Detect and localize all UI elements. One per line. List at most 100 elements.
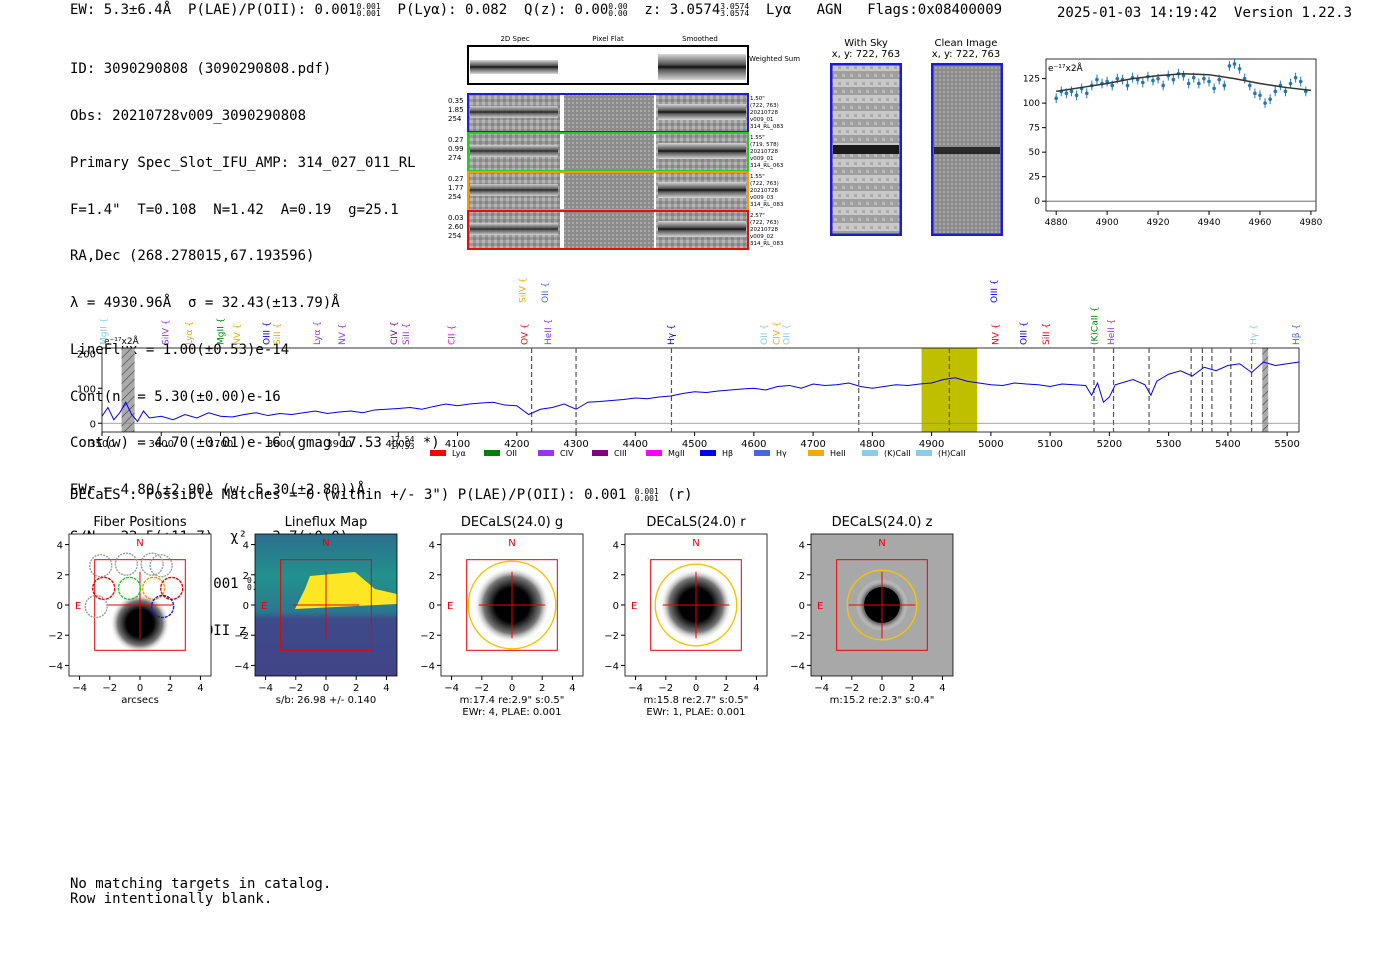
spectrum-axes-frame bbox=[101, 347, 1300, 433]
cutout-right-label: 314_RL_083 bbox=[750, 124, 784, 130]
east-label: E bbox=[631, 601, 637, 612]
north-label: N bbox=[322, 538, 329, 549]
info-primary: Primary Spec_Slot_IFU_AMP: 314_027_011_R… bbox=[70, 154, 416, 171]
legend-label: MgII bbox=[668, 449, 685, 458]
line-id-label: MgII { bbox=[216, 318, 226, 345]
info-lineflux: LineFlux = 1.00(±0.53)e-14 bbox=[70, 341, 290, 358]
zoom-x-tick-label: 4960 bbox=[1249, 218, 1272, 228]
zoom-data-point bbox=[1212, 86, 1216, 91]
spectrum-x-tick-label: 3500 bbox=[89, 439, 114, 450]
masked-band bbox=[1262, 348, 1269, 432]
panel-x-tick-label: 4 bbox=[383, 683, 389, 694]
legend-swatch bbox=[484, 450, 500, 456]
info-id: ID: 3090290808 (3090290808.pdf) bbox=[70, 61, 332, 78]
zoom-y-tick-label: 125 bbox=[1023, 75, 1040, 85]
clean-image-title: Clean Image bbox=[934, 38, 998, 49]
spectrum-x-tick-label: 4700 bbox=[800, 439, 825, 450]
panel-x-tick-label: 0 bbox=[693, 683, 699, 694]
cutout-left-label: 274 bbox=[448, 154, 462, 162]
zoom-y-tick-label: 50 bbox=[1029, 148, 1041, 158]
spectrum-x-tick-label: 3700 bbox=[208, 439, 233, 450]
zoom-data-point bbox=[1171, 77, 1176, 82]
cutout-2dspec-trace bbox=[470, 145, 558, 157]
zoom-data-point bbox=[1202, 76, 1206, 81]
spectrum-x-tick-label: 4200 bbox=[504, 439, 529, 450]
panel-caption: m:15.2 re:2.3" s:0.4" bbox=[830, 695, 935, 706]
cutout-left-label: 0.03 bbox=[448, 214, 464, 222]
with-sky-xy: x, y: 722, 763 bbox=[831, 49, 901, 60]
cutout-pixelflat bbox=[564, 94, 654, 132]
imaging-panel: DECaLS(24.0) r N E 4 2 0 −2 −4 −4 −2 0 2 4 m:15.8 re:… bbox=[604, 515, 768, 718]
cutout-right-label: (719, 578) bbox=[750, 142, 779, 148]
zoom-x-tick-label: 4880 bbox=[1045, 218, 1068, 228]
north-label: N bbox=[136, 538, 143, 549]
info-contw-hi: 17.54 bbox=[390, 435, 415, 445]
zoom-data-point bbox=[1197, 81, 1201, 86]
effective-radius-ellipse bbox=[467, 560, 557, 650]
spectrum-y-tick-label: 200 bbox=[77, 349, 96, 360]
line-id-label: SiIV { bbox=[519, 277, 529, 303]
line-id-label: Lyα { bbox=[185, 321, 195, 345]
line-id-label: Hγ { bbox=[667, 324, 677, 345]
panel-x-tick-label: 2 bbox=[909, 683, 915, 694]
spectrum-x-tick-label: 3900 bbox=[326, 439, 351, 450]
decals-prefix: DECaLS : Possible Matches = 0 (within +/… bbox=[70, 487, 627, 503]
line-id-label: Hβ { bbox=[1292, 324, 1302, 345]
panel-x-tick-label: 2 bbox=[167, 683, 173, 694]
header-version: Version 1.22.3 bbox=[1234, 5, 1353, 21]
panel-x-tick-label: 0 bbox=[879, 683, 885, 694]
header-z: z: 3.0574 bbox=[644, 2, 721, 18]
header-z-lo: 3.0574 bbox=[720, 9, 750, 18]
cutout-right-label: v009_03 bbox=[750, 195, 774, 201]
zoom-data-point bbox=[1186, 81, 1191, 86]
info-obs: Obs: 20210728v009_3090290808 bbox=[70, 107, 307, 124]
spectrum-x-tick-label: 4900 bbox=[919, 439, 944, 450]
legend-label: Lyα bbox=[452, 449, 466, 458]
zoom-data-point bbox=[1288, 81, 1293, 86]
panel-y-tick-label: −2 bbox=[234, 631, 249, 642]
legend-label: OII bbox=[506, 449, 517, 458]
panel-y-tick-label: 0 bbox=[613, 601, 619, 612]
header-plae: P(LAE)/P(OII): 0.001 bbox=[188, 2, 357, 18]
panel-title: DECaLS(24.0) r bbox=[646, 515, 746, 530]
header-qz-err: 0.00 0.00 bbox=[608, 3, 627, 18]
zoom-fit-curve bbox=[1056, 72, 1311, 93]
zoom-x-tick-label: 4940 bbox=[1198, 218, 1221, 228]
header-summary: EW: 5.3±6.4Å P(LAE)/P(OII): 0.001 0.001 0.… bbox=[70, 2, 1002, 18]
header-qz: Q(z): 0.00 bbox=[523, 2, 609, 18]
cutout-left-label: 254 bbox=[448, 115, 462, 123]
zoom-data-point bbox=[1258, 93, 1262, 98]
cutout-smoothed-trace bbox=[658, 104, 746, 120]
panel-x-tick-label: 4 bbox=[753, 683, 759, 694]
fiber-circle bbox=[150, 594, 175, 619]
legend-swatch bbox=[862, 450, 878, 456]
panel-y-tick-label: 4 bbox=[429, 541, 435, 552]
aperture-box bbox=[466, 559, 558, 651]
zoom-data-point bbox=[1105, 79, 1109, 84]
panel-x-tick-label: 2 bbox=[353, 683, 359, 694]
line-id-label: SiII { bbox=[273, 323, 283, 345]
weighted-sum-label: Weighted Sum bbox=[749, 55, 800, 63]
line-id-label: NV { bbox=[992, 324, 1002, 345]
zoom-data-point bbox=[1232, 62, 1237, 66]
info-fwhm: F=1.4" T=0.108 N=1.42 A=0.19 g=25.1 bbox=[70, 201, 399, 218]
header-plae-hi: 0.001 bbox=[356, 2, 381, 11]
east-label: E bbox=[75, 601, 81, 612]
panel-x-tick-label: −4 bbox=[814, 683, 829, 694]
line-id-label: OIII { bbox=[1019, 321, 1029, 345]
cutout-smoothed-trace bbox=[658, 143, 746, 159]
zoom-data-point bbox=[1161, 83, 1165, 88]
cutout-right-label: v009_02 bbox=[750, 234, 774, 240]
panel-x-tick-label: −2 bbox=[844, 683, 859, 694]
info-contn: Cont(n) = 5.30(±0.00)e-16 bbox=[70, 388, 281, 405]
zoom-data-point bbox=[1191, 75, 1196, 80]
cutout-right-label: 1.55" bbox=[750, 174, 765, 180]
line-id-label: MgII { bbox=[100, 318, 110, 345]
legend-label: (H)CaII bbox=[938, 449, 965, 458]
spectrum-line bbox=[101, 361, 1300, 423]
cutout-2dspec-trace bbox=[470, 184, 558, 196]
north-label: N bbox=[508, 538, 515, 549]
line-id-label: OII { bbox=[541, 282, 551, 303]
spectrum-x-tick-label: 5200 bbox=[1097, 439, 1122, 450]
